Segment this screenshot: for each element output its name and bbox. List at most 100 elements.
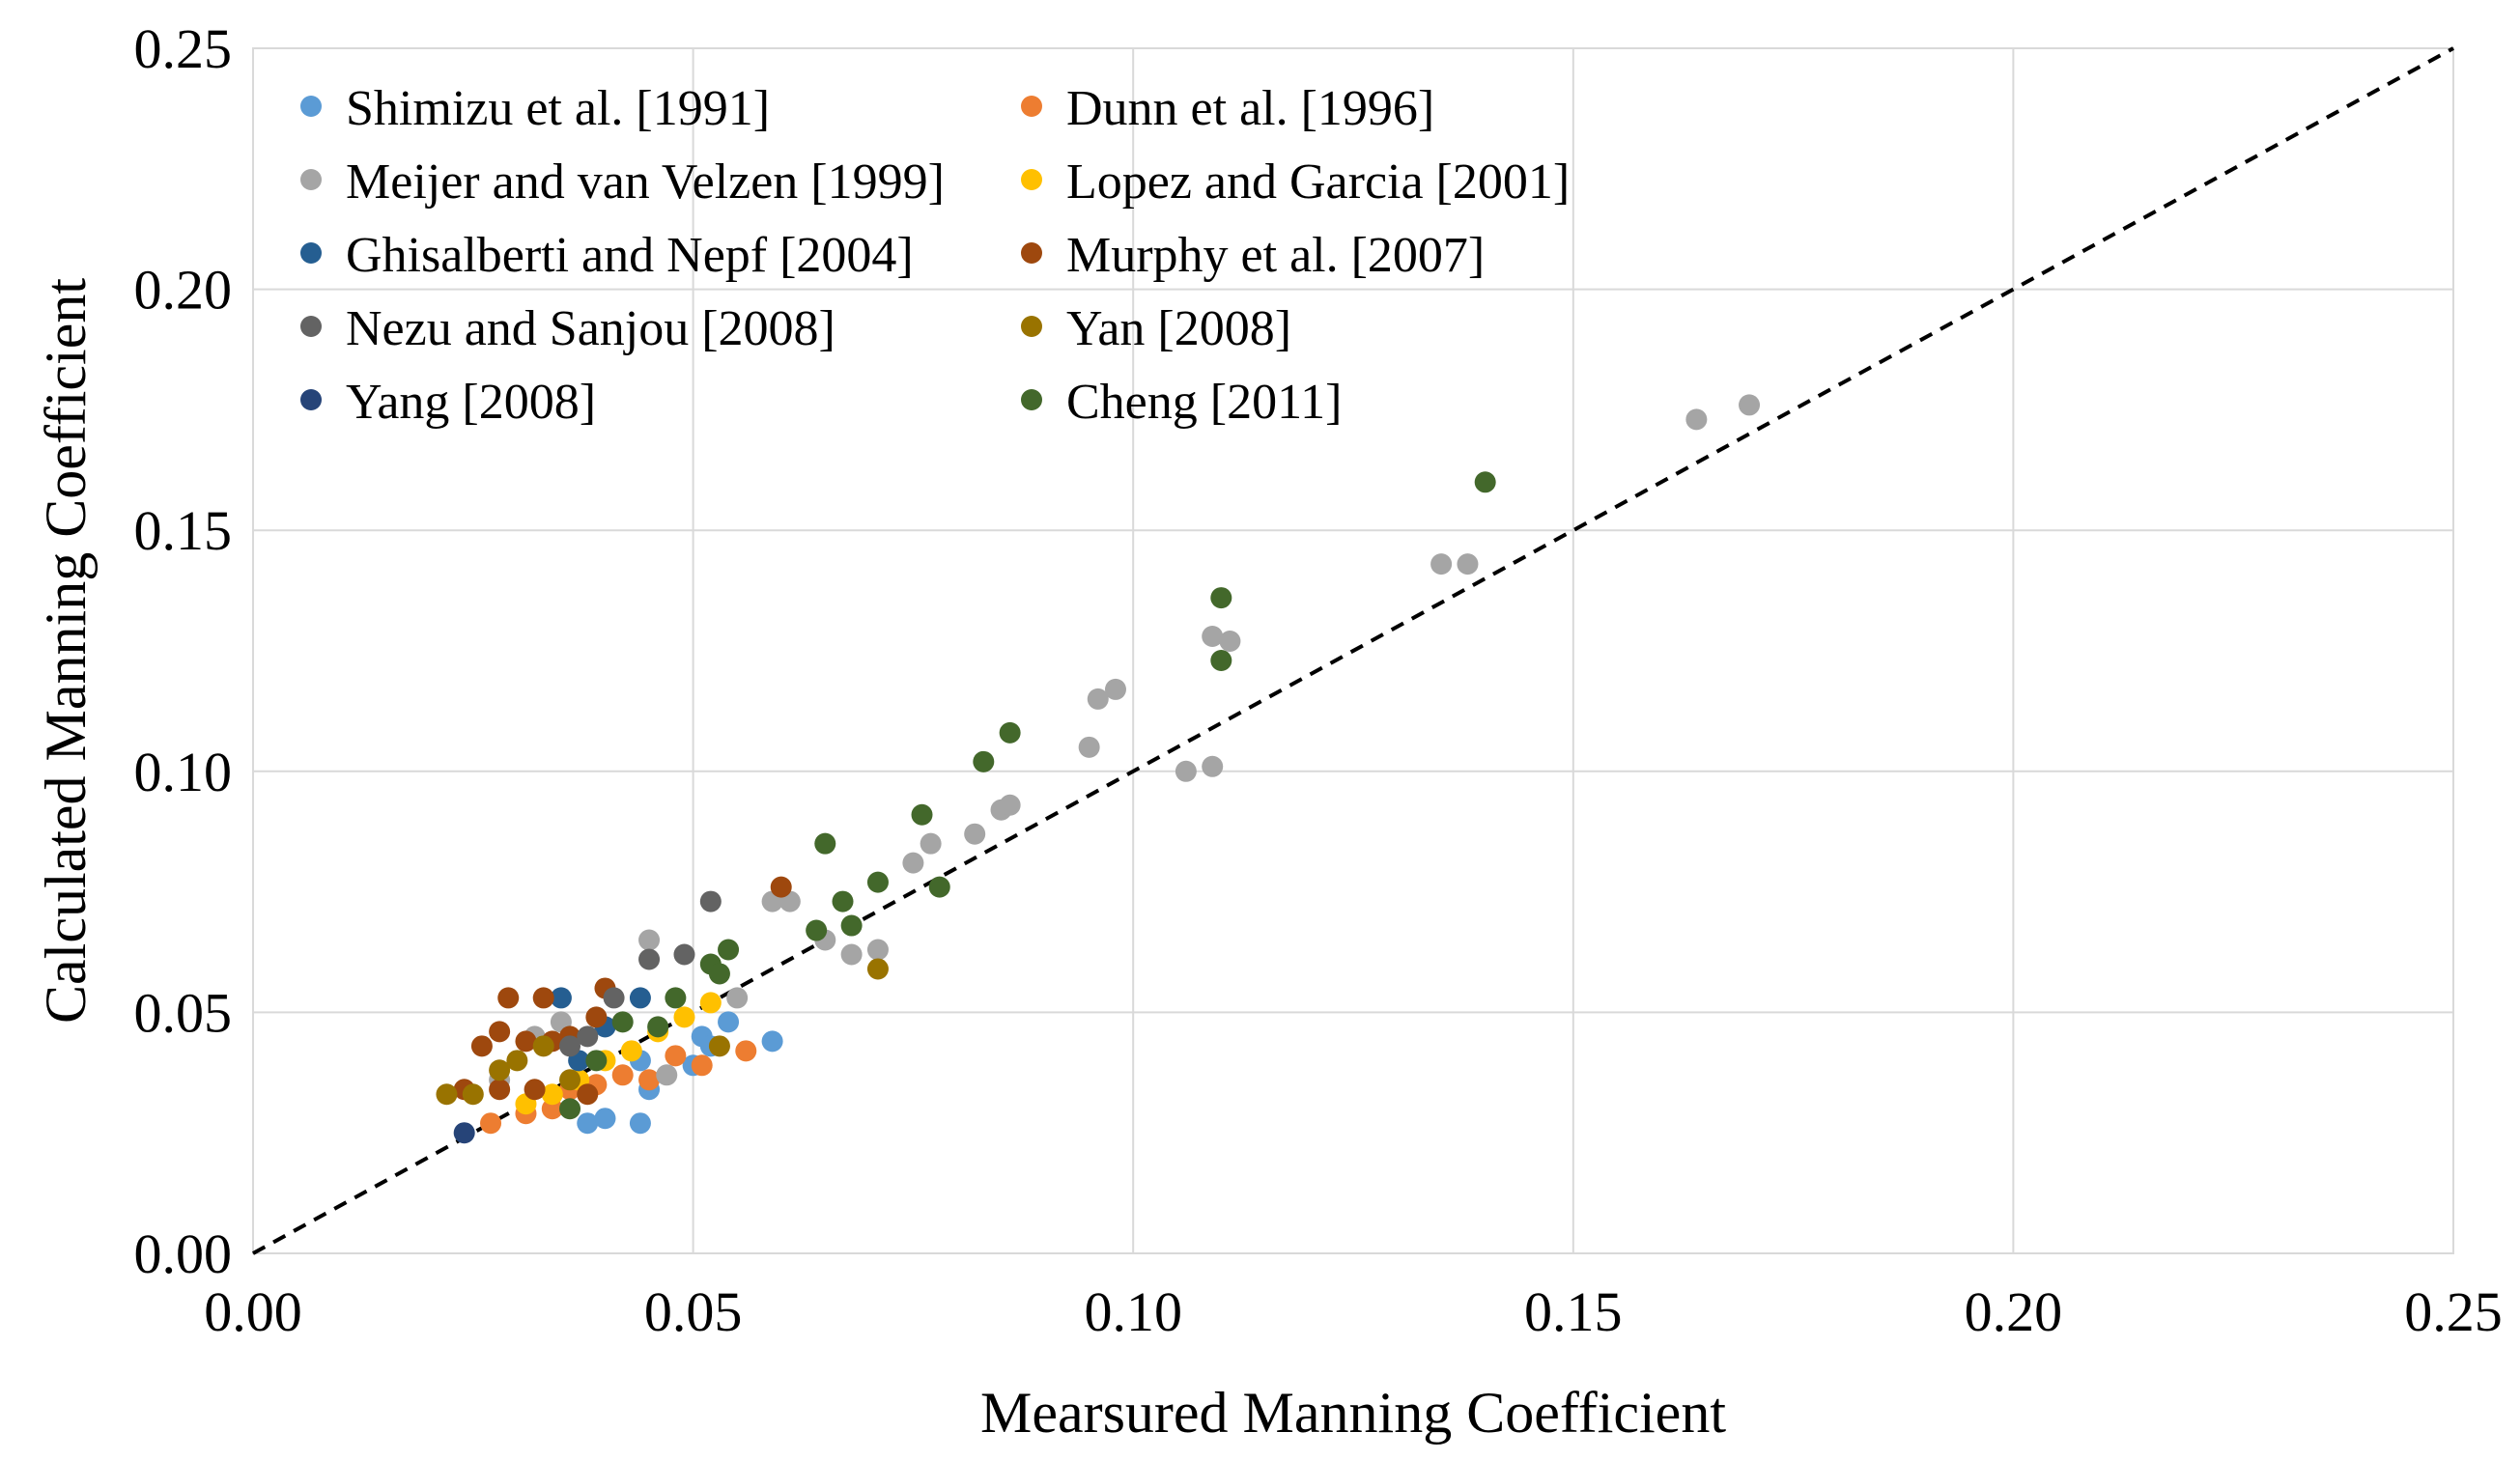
- legend-marker: [300, 169, 322, 190]
- series-8: [453, 1122, 475, 1144]
- data-point: [999, 721, 1021, 744]
- legend-label: Nezu and Sanjou [2008]: [346, 301, 835, 356]
- legend-marker: [300, 96, 322, 117]
- legend-label: Yang [2008]: [346, 375, 596, 430]
- data-point: [656, 1064, 678, 1086]
- legend-marker: [300, 242, 322, 264]
- data-point: [577, 1083, 599, 1106]
- data-point: [585, 1050, 608, 1072]
- data-point: [594, 1108, 616, 1130]
- legend-marker: [300, 316, 322, 337]
- x-tick-label: 0.10: [1084, 1280, 1182, 1343]
- legend-label: Lopez and Garcia [2001]: [1066, 154, 1570, 210]
- series-6: [559, 890, 722, 1057]
- data-point: [532, 1035, 554, 1057]
- x-axis-ticks: 0.00 0.05 0.10 0.15 0.20 0.25: [204, 1280, 2503, 1343]
- data-point: [1457, 553, 1479, 576]
- data-point: [1104, 678, 1126, 700]
- data-point: [462, 1083, 484, 1106]
- data-point: [585, 1006, 608, 1028]
- data-point: [620, 1040, 642, 1062]
- legend-label: Shimizu et al. [1991]: [346, 81, 770, 136]
- legend-item: Ghisalberti and Nepf [2004]: [300, 228, 914, 283]
- data-point: [489, 1059, 511, 1081]
- data-point: [470, 1035, 493, 1057]
- series-4: [550, 987, 651, 1072]
- data-point: [638, 1069, 661, 1091]
- plot-area-frame: [252, 47, 2454, 1254]
- data-point: [1219, 631, 1241, 653]
- series-7: [436, 958, 889, 1106]
- reference-line-1-to-1: [252, 46, 2454, 1255]
- y-tick-label: 0.00: [134, 1222, 233, 1285]
- data-point: [691, 1054, 713, 1077]
- data-point: [673, 1006, 695, 1028]
- data-point: [629, 1112, 651, 1135]
- x-tick-label: 0.00: [204, 1280, 302, 1343]
- data-point: [550, 987, 572, 1009]
- data-point: [840, 943, 863, 966]
- data-point: [832, 890, 854, 912]
- data-point: [532, 987, 554, 1009]
- legend-item: Yang [2008]: [300, 375, 596, 430]
- data-point: [1087, 688, 1109, 710]
- data-point: [973, 750, 995, 772]
- series-9: [559, 471, 1496, 1120]
- data-point: [920, 832, 942, 855]
- data-point: [1202, 626, 1224, 648]
- data-point: [665, 987, 687, 1009]
- data-point: [559, 1069, 581, 1091]
- legend-item: Cheng [2011]: [1021, 375, 1342, 430]
- legend-item: Murphy et al. [2007]: [1021, 228, 1485, 283]
- data-point: [866, 871, 889, 893]
- data-point: [1175, 760, 1197, 782]
- data-point: [559, 1098, 581, 1120]
- legend-marker: [1021, 169, 1042, 190]
- legend-label: Ghisalberti and Nepf [2004]: [346, 228, 914, 283]
- legend-marker: [1021, 389, 1042, 410]
- legend-label: Yan [2008]: [1066, 301, 1291, 356]
- data-point: [453, 1122, 475, 1144]
- legend-label: Meijer and van Velzen [1999]: [346, 154, 945, 210]
- x-tick-label: 0.05: [644, 1280, 743, 1343]
- data-point: [699, 992, 722, 1014]
- y-axis-ticks: 0.00 0.05 0.10 0.15 0.20 0.25: [134, 17, 233, 1285]
- legend-item: Meijer and van Velzen [1999]: [300, 154, 945, 210]
- x-axis-title: Mearsured Manning Coefficient: [980, 1381, 1726, 1445]
- y-tick-label: 0.15: [134, 499, 233, 562]
- data-point: [638, 948, 661, 970]
- data-point: [999, 794, 1021, 816]
- data-point: [814, 832, 836, 855]
- data-point: [1474, 471, 1496, 493]
- legend-item: Lopez and Garcia [2001]: [1021, 154, 1570, 210]
- legend-marker: [1021, 96, 1042, 117]
- data-point: [559, 1035, 581, 1057]
- data-point: [902, 852, 924, 874]
- legend-marker: [1021, 242, 1042, 264]
- y-tick-label: 0.05: [134, 981, 233, 1044]
- data-point: [1685, 408, 1708, 431]
- legend-item: Yan [2008]: [1021, 301, 1291, 356]
- data-point: [718, 939, 740, 961]
- legend-item: Nezu and Sanjou [2008]: [300, 301, 835, 356]
- data-point: [866, 958, 889, 980]
- data-point: [506, 1050, 528, 1072]
- legend: Shimizu et al. [1991] Dunn et al. [1996] M…: [300, 81, 1570, 430]
- data-point: [1739, 394, 1761, 416]
- data-point: [577, 1112, 599, 1135]
- data-point: [497, 987, 520, 1009]
- data-point: [718, 1011, 740, 1033]
- data-point: [603, 987, 625, 1009]
- data-point: [806, 919, 828, 941]
- legend-label: Dunn et al. [1996]: [1066, 81, 1434, 136]
- data-point: [611, 1064, 634, 1086]
- legend-item: Dunn et al. [1996]: [1021, 81, 1434, 136]
- legend-marker: [1021, 316, 1042, 337]
- data-point: [577, 1025, 599, 1048]
- data-point: [964, 823, 986, 845]
- data-point: [761, 1030, 783, 1053]
- data-point: [1430, 553, 1453, 576]
- x-tick-label: 0.15: [1524, 1280, 1623, 1343]
- data-point: [489, 1079, 511, 1101]
